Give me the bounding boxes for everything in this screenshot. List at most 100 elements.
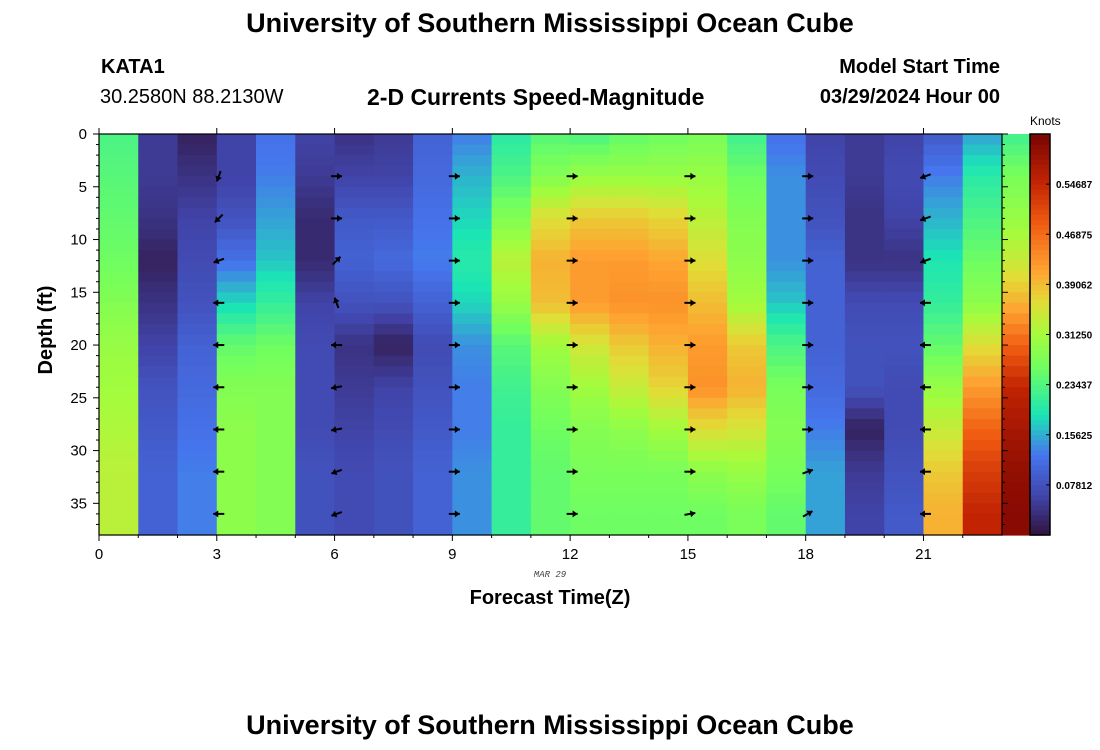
heatmap-cell (452, 176, 493, 188)
heatmap-cell (766, 228, 807, 241)
heatmap-cell (138, 408, 179, 420)
heatmap-cell (923, 134, 964, 146)
heatmap-cell (1002, 323, 1042, 336)
x-tick-label: 15 (680, 546, 697, 563)
heatmap-cell (373, 197, 414, 209)
heatmap-cell (727, 345, 768, 357)
colorbar-segment (1030, 159, 1050, 165)
heatmap-cell (99, 292, 139, 304)
heatmap-cell (805, 313, 846, 325)
heatmap-cell (962, 471, 1003, 483)
heatmap-cell (609, 429, 650, 441)
heatmap-cell (138, 450, 179, 462)
heatmap-cell (609, 271, 650, 283)
heatmap-cell (452, 440, 493, 452)
y-axis: 0 5 10 15 20 25 30 35 (70, 126, 1008, 525)
plot-title: 2-D Currents Speed-Magnitude (367, 84, 705, 110)
heatmap-cell (570, 292, 610, 304)
current-vector (331, 214, 343, 222)
heatmap-cell (216, 408, 257, 420)
heatmap-cell (256, 482, 296, 494)
heatmap-cell (373, 302, 414, 314)
heatmap-cell (844, 292, 885, 304)
heatmap-cell (334, 450, 375, 462)
heatmap-cell (295, 440, 336, 452)
heatmap-cell (530, 250, 571, 262)
heatmap-cell (687, 492, 728, 504)
current-vector (213, 299, 225, 307)
heatmap-cell (530, 186, 571, 198)
heatmap-cell (138, 197, 179, 209)
colorbar-segment (1030, 464, 1050, 471)
heatmap-cell (99, 176, 139, 188)
heatmap-cell (216, 155, 257, 167)
heatmap-cell (923, 271, 964, 283)
heatmap-cell (648, 482, 689, 494)
heatmap-cell (530, 207, 571, 220)
current-vector (684, 510, 696, 518)
heatmap-cell (373, 429, 414, 441)
heatmap-cell (570, 218, 610, 230)
heatmap-cell (962, 355, 1003, 367)
heatmap-cell (334, 207, 375, 220)
heatmap-cell (216, 471, 257, 483)
heatmap-cell (99, 450, 139, 462)
current-vector (331, 341, 343, 349)
heatmap-cell (766, 292, 807, 304)
heatmap-cell (962, 366, 1003, 378)
heatmap-cell (570, 260, 610, 272)
heatmap-cell (570, 155, 610, 167)
heatmap-cell (844, 450, 885, 462)
heatmap-cell (962, 334, 1003, 346)
heatmap-cell (491, 134, 532, 146)
heatmap-cell (452, 345, 493, 357)
heatmap-cell (687, 313, 728, 325)
heatmap-cell (609, 313, 650, 325)
heatmap-cell (884, 271, 925, 283)
heatmap-cell (295, 165, 336, 177)
heatmap-cell (648, 492, 689, 504)
heatmap-cell (766, 450, 807, 462)
current-vector (802, 172, 814, 180)
heatmap-cell (609, 144, 650, 156)
heatmap-cell (413, 134, 453, 146)
heatmap-cell (727, 355, 768, 367)
heatmap-cell (609, 524, 650, 536)
heatmap-cell (727, 228, 768, 241)
heatmap-cell (766, 250, 807, 262)
heatmap-cell (727, 440, 768, 452)
heatmap-cell (413, 397, 453, 409)
heatmap-cell (884, 155, 925, 167)
colorbar-segment (1030, 184, 1050, 190)
heatmap-cell (805, 292, 846, 304)
footer-title: University of Southern Mississippi Ocean… (246, 710, 854, 740)
heatmap-cell (766, 503, 807, 515)
heatmap-cell (766, 440, 807, 452)
heatmap-cell (570, 482, 610, 494)
heatmap-cell (766, 207, 807, 220)
heatmap-cell (609, 134, 650, 146)
heatmap-cell (805, 165, 846, 177)
heatmap-cell (844, 218, 885, 230)
heatmap-cell (884, 165, 925, 177)
heatmap-cell (491, 155, 532, 167)
heatmap-cell (727, 197, 768, 209)
heatmap-cell (766, 471, 807, 483)
heatmap-cell (884, 429, 925, 441)
heatmap-cell (609, 408, 650, 420)
heatmap-cell (570, 323, 610, 336)
heatmap-cell (1002, 334, 1042, 346)
heatmap-cell (413, 207, 453, 220)
heatmap-cell (648, 281, 689, 293)
heatmap-cell (844, 418, 885, 431)
heatmap-cell (648, 397, 689, 409)
heatmap-cell (295, 482, 336, 494)
heatmap-cell (923, 471, 964, 483)
heatmap-cell (138, 345, 179, 357)
current-vector (566, 510, 578, 518)
heatmap-cell (570, 144, 610, 156)
heatmap-cell (609, 513, 650, 526)
heatmap-cell (452, 492, 493, 504)
colorbar-segment (1030, 514, 1050, 521)
heatmap-cell (648, 524, 689, 536)
